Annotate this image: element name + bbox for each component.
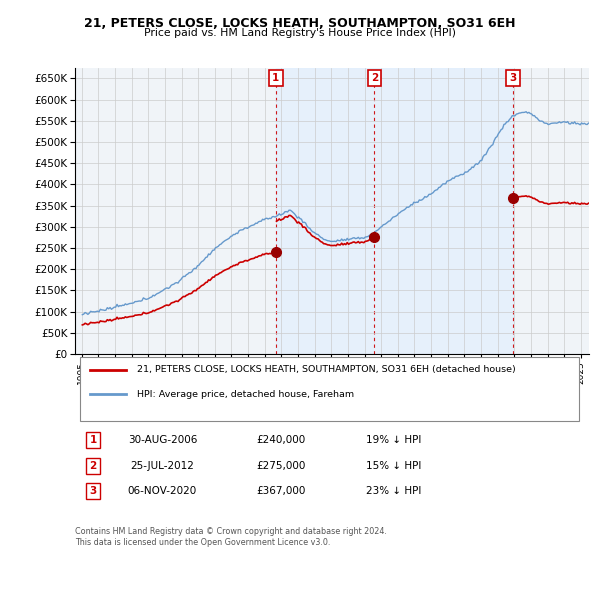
Text: 21, PETERS CLOSE, LOCKS HEATH, SOUTHAMPTON, SO31 6EH (detached house): 21, PETERS CLOSE, LOCKS HEATH, SOUTHAMPT… — [137, 365, 515, 375]
Text: 2: 2 — [371, 73, 378, 83]
Text: 19% ↓ HPI: 19% ↓ HPI — [366, 435, 421, 445]
Text: HPI: Average price, detached house, Fareham: HPI: Average price, detached house, Fare… — [137, 390, 354, 399]
Text: Contains HM Land Registry data © Crown copyright and database right 2024.: Contains HM Land Registry data © Crown c… — [75, 527, 387, 536]
Text: 2: 2 — [89, 461, 97, 471]
Text: £275,000: £275,000 — [256, 461, 305, 471]
Text: £240,000: £240,000 — [256, 435, 305, 445]
Text: Price paid vs. HM Land Registry's House Price Index (HPI): Price paid vs. HM Land Registry's House … — [144, 28, 456, 38]
Text: 1: 1 — [272, 73, 280, 83]
Text: This data is licensed under the Open Government Licence v3.0.: This data is licensed under the Open Gov… — [75, 537, 331, 546]
Text: 21, PETERS CLOSE, LOCKS HEATH, SOUTHAMPTON, SO31 6EH: 21, PETERS CLOSE, LOCKS HEATH, SOUTHAMPT… — [84, 17, 516, 30]
Text: £367,000: £367,000 — [256, 486, 305, 496]
Text: 3: 3 — [509, 73, 517, 83]
Text: 23% ↓ HPI: 23% ↓ HPI — [366, 486, 421, 496]
FancyBboxPatch shape — [80, 357, 579, 421]
Text: 3: 3 — [89, 486, 97, 496]
Text: 15% ↓ HPI: 15% ↓ HPI — [366, 461, 421, 471]
Text: 06-NOV-2020: 06-NOV-2020 — [128, 486, 197, 496]
Text: 30-AUG-2006: 30-AUG-2006 — [128, 435, 197, 445]
Bar — [276, 68, 513, 354]
Text: 1: 1 — [89, 435, 97, 445]
Text: 25-JUL-2012: 25-JUL-2012 — [130, 461, 194, 471]
